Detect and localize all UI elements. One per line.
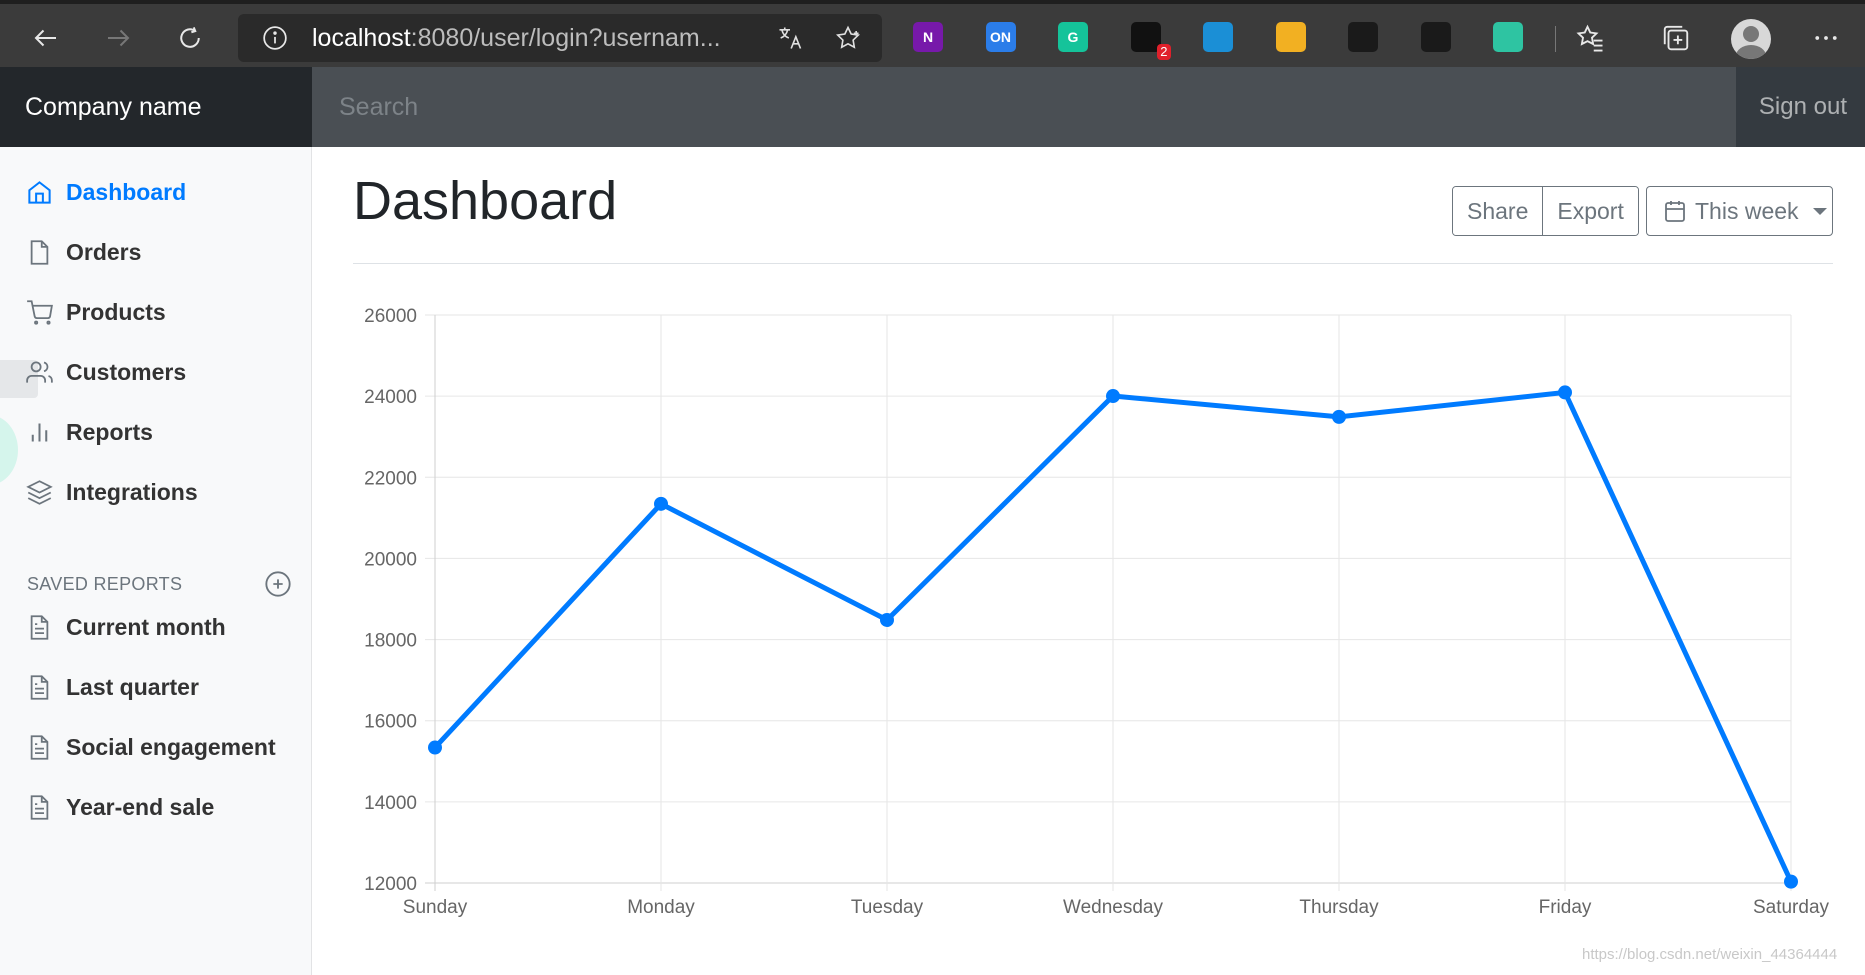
bar-chart-icon (31, 423, 48, 441)
saved-reports-label: SAVED REPORTS (27, 573, 183, 594)
sync-circle-icon[interactable] (1348, 22, 1378, 52)
sidebar-item-products[interactable]: Products (26, 292, 166, 332)
shopping-cart-icon (27, 299, 53, 325)
sidebar-item-label: Dashboard (66, 178, 187, 205)
x-tick-label: Saturday (1753, 897, 1830, 918)
users-icon (26, 360, 53, 383)
file-text-icon (30, 614, 49, 640)
x-tick-label: Wednesday (1063, 897, 1163, 918)
translate-icon[interactable] (776, 24, 804, 52)
saved-report-label: Year-end sale (66, 793, 215, 820)
sidebar-item-label: Integrations (66, 478, 198, 505)
share-export-group: Share Export (1452, 186, 1639, 236)
search-input[interactable] (312, 67, 1736, 147)
this-week-label: This week (1695, 197, 1799, 224)
layers-icon (26, 479, 53, 505)
data-point (1558, 385, 1572, 400)
grammarly-icon[interactable]: G (1058, 22, 1088, 52)
sidebar-item-label: Reports (66, 418, 153, 445)
sidebar-item-dashboard[interactable]: Dashboard (26, 172, 186, 212)
y-tick-label: 18000 (364, 631, 417, 652)
sidebar-item-label: Orders (66, 238, 142, 265)
sidebar-item-customers[interactable]: Customers (26, 352, 186, 392)
plus-circle-icon[interactable] (264, 570, 292, 598)
data-point (1784, 874, 1798, 889)
collections-icon[interactable] (1654, 18, 1698, 58)
on-extension-icon[interactable]: ON (985, 22, 1016, 52)
more-menu-icon[interactable] (1804, 18, 1848, 58)
data-point (1332, 409, 1346, 424)
home-icon (28, 180, 51, 204)
y-tick-label: 24000 (364, 387, 417, 408)
refresh-green-icon[interactable] (1493, 22, 1523, 52)
x-tick-label: Friday (1539, 897, 1592, 918)
saved-report-label: Social engagement (66, 733, 276, 760)
favorite-star-icon[interactable] (834, 24, 862, 52)
page-title: Dashboard (353, 171, 618, 231)
sidebar-item-label: Products (66, 298, 166, 325)
data-point (428, 740, 442, 755)
site-info-icon[interactable] (262, 25, 288, 51)
share-button[interactable]: Share (1453, 187, 1543, 235)
sales-line-chart: 26000 24000 22000 20000 18000 16000 14000 12000… (364, 306, 1830, 918)
saved-report-label: Current month (66, 613, 226, 640)
this-week-dropdown[interactable]: This week (1646, 186, 1833, 236)
file-text-icon (30, 734, 49, 760)
x-tick-label: Monday (627, 897, 695, 918)
link-chain-icon[interactable] (1420, 22, 1451, 52)
y-tick-label: 14000 (364, 793, 417, 814)
sidebar: Dashboard Orders Products Customers Repo… (0, 147, 312, 975)
y-tick-label: 26000 (364, 306, 417, 327)
saved-report-year-end-sale[interactable]: Year-end sale (26, 787, 214, 827)
y-tick-label: 16000 (364, 712, 417, 733)
file-text-icon (30, 674, 49, 700)
cloud-extension-icon[interactable] (1203, 22, 1233, 52)
data-point (654, 496, 668, 511)
app-navbar: Company name Sign out (0, 67, 1865, 147)
caret-down-icon (1812, 207, 1827, 215)
title-divider (353, 263, 1833, 264)
back-arrow-icon[interactable] (24, 18, 68, 58)
browser-toolbar: localhost:8080/user/login?usernam... N ON… (0, 0, 1865, 67)
sign-out-link[interactable]: Sign out (1736, 67, 1865, 147)
saved-reports-heading: SAVED REPORTS (27, 564, 292, 604)
saved-report-current-month[interactable]: Current month (26, 607, 226, 647)
saved-report-label: Last quarter (66, 673, 199, 700)
y-tick-label: 22000 (364, 468, 417, 489)
sidebar-item-integrations[interactable]: Integrations (26, 472, 198, 512)
floating-circle[interactable] (0, 415, 18, 485)
toolbar-separator (1555, 26, 1556, 52)
x-tick-label: Tuesday (851, 897, 924, 918)
watermark-text: https://blog.csdn.net/weixin_44364444 (1582, 946, 1838, 963)
x-tick-label: Thursday (1299, 897, 1379, 918)
file-text-icon (30, 794, 49, 820)
reload-icon[interactable] (168, 18, 212, 58)
saved-report-social-engagement[interactable]: Social engagement (26, 727, 276, 767)
saved-report-last-quarter[interactable]: Last quarter (26, 667, 199, 707)
notification-badge: 2 (1157, 44, 1171, 60)
colorful-cube-icon[interactable] (1275, 22, 1306, 52)
sidebar-item-orders[interactable]: Orders (26, 232, 141, 272)
export-button[interactable]: Export (1542, 187, 1638, 235)
file-icon (30, 239, 49, 265)
brand-name[interactable]: Company name (0, 67, 312, 147)
address-bar[interactable]: localhost:8080/user/login?usernam... (238, 14, 882, 62)
data-point (880, 612, 894, 627)
y-tick-label: 20000 (364, 549, 417, 570)
sidebar-item-reports[interactable]: Reports (26, 412, 153, 452)
forward-arrow-icon[interactable] (96, 18, 140, 58)
y-tick-label: 12000 (364, 874, 417, 895)
calendar-icon (1665, 201, 1685, 222)
x-tick-label: Sunday (403, 897, 468, 918)
cam-extension-icon[interactable]: 2 (1130, 22, 1171, 60)
favorites-icon[interactable] (1568, 18, 1612, 58)
onenote-icon[interactable]: N (913, 22, 943, 52)
data-point (1106, 389, 1120, 404)
profile-avatar[interactable] (1731, 19, 1771, 59)
sidebar-item-label: Customers (66, 358, 187, 385)
address-url: localhost:8080/user/login?usernam... (312, 23, 721, 52)
